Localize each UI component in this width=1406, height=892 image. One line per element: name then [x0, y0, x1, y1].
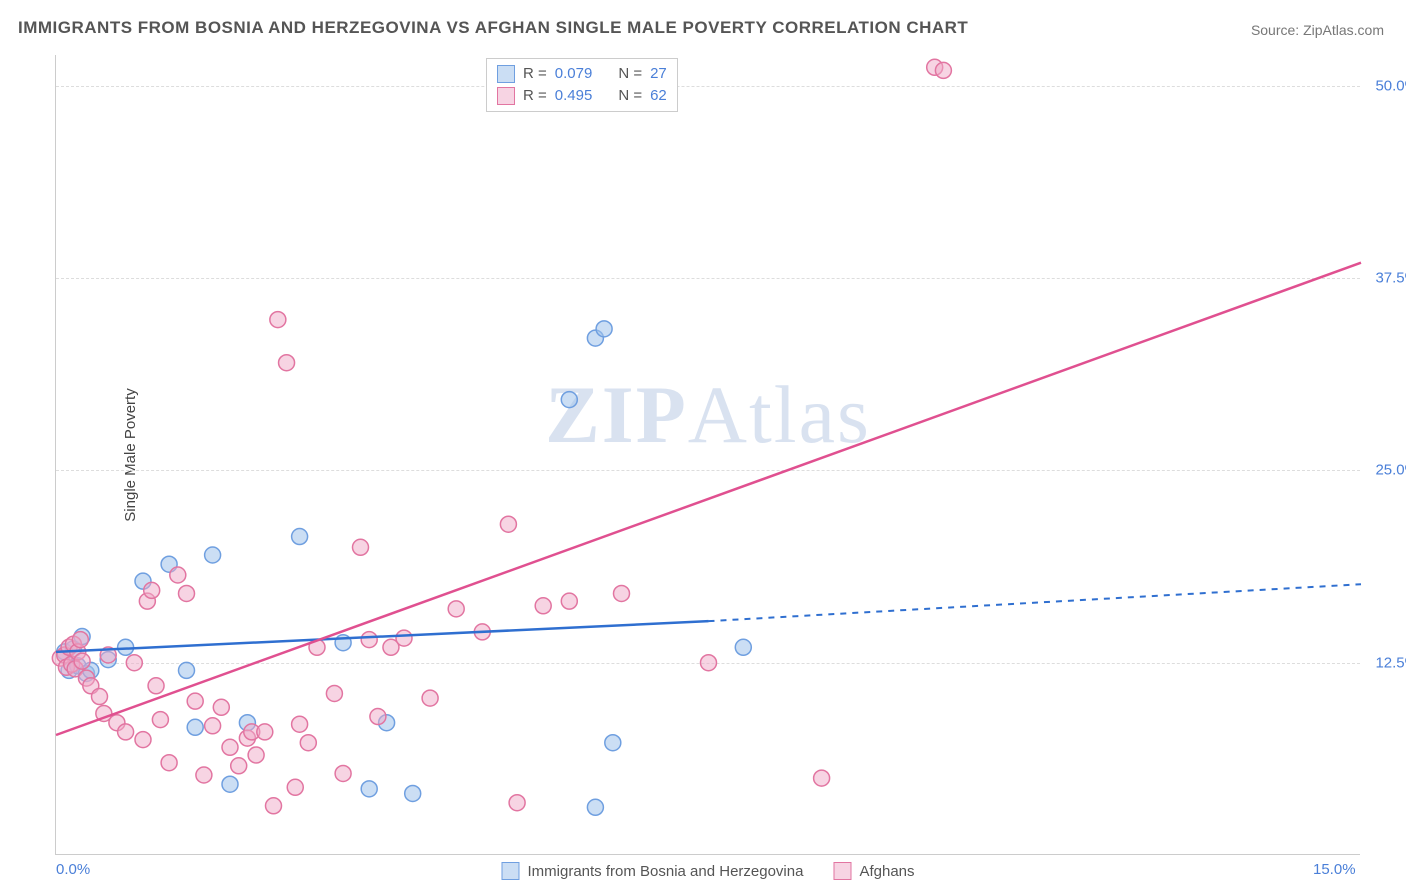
chart-svg: [56, 55, 1360, 854]
data-point-bosnia: [561, 392, 577, 408]
data-point-afghans: [326, 685, 342, 701]
legend-n-label: N =: [618, 63, 642, 85]
chart-title: IMMIGRANTS FROM BOSNIA AND HERZEGOVINA V…: [18, 18, 968, 38]
data-point-afghans: [292, 716, 308, 732]
legend-swatch-bosnia: [501, 862, 519, 880]
y-tick-label: 37.5%: [1375, 270, 1406, 287]
data-point-afghans: [266, 798, 282, 814]
data-point-bosnia: [205, 547, 221, 563]
legend-item-afghans: Afghans: [833, 862, 914, 880]
data-point-afghans: [126, 655, 142, 671]
data-point-afghans: [935, 62, 951, 78]
data-point-bosnia: [587, 799, 603, 815]
data-point-afghans: [152, 712, 168, 728]
data-point-afghans: [257, 724, 273, 740]
legend-r-value: 0.495: [555, 85, 593, 107]
legend-r-label: R =: [523, 63, 547, 85]
y-tick-label: 50.0%: [1375, 77, 1406, 94]
data-point-afghans: [279, 355, 295, 371]
data-point-afghans: [144, 582, 160, 598]
data-point-bosnia: [222, 776, 238, 792]
y-tick-label: 25.0%: [1375, 462, 1406, 479]
legend-series: Immigrants from Bosnia and Herzegovina Af…: [501, 862, 914, 880]
data-point-afghans: [72, 632, 88, 648]
legend-swatch-afghans: [833, 862, 851, 880]
data-point-afghans: [148, 678, 164, 694]
x-tick-label: 15.0%: [1313, 861, 1356, 878]
legend-label-afghans: Afghans: [859, 863, 914, 880]
data-point-afghans: [370, 709, 386, 725]
data-point-afghans: [231, 758, 247, 774]
data-point-afghans: [535, 598, 551, 614]
data-point-bosnia: [179, 662, 195, 678]
data-point-afghans: [74, 653, 90, 669]
legend-row-afghans: R = 0.495 N = 62: [497, 85, 667, 107]
data-point-afghans: [179, 585, 195, 601]
data-point-bosnia: [596, 321, 612, 337]
data-point-bosnia: [735, 639, 751, 655]
legend-row-bosnia: R = 0.079 N = 27: [497, 63, 667, 85]
data-point-afghans: [396, 630, 412, 646]
data-point-bosnia: [605, 735, 621, 751]
regression-line-dashed-bosnia: [709, 584, 1362, 621]
data-point-afghans: [561, 593, 577, 609]
data-point-afghans: [500, 516, 516, 532]
data-point-bosnia: [292, 529, 308, 545]
legend-correlation: R = 0.079 N = 27 R = 0.495 N = 62: [486, 58, 678, 112]
data-point-afghans: [161, 755, 177, 771]
x-tick-label: 0.0%: [56, 861, 90, 878]
data-point-afghans: [448, 601, 464, 617]
data-point-afghans: [118, 724, 134, 740]
data-point-afghans: [509, 795, 525, 811]
data-point-afghans: [187, 693, 203, 709]
data-point-bosnia: [405, 785, 421, 801]
data-point-afghans: [701, 655, 717, 671]
plot-area: Single Male Poverty ZIPAtlas 12.5%25.0%3…: [55, 55, 1360, 855]
data-point-afghans: [92, 689, 108, 705]
data-point-afghans: [422, 690, 438, 706]
data-point-afghans: [361, 632, 377, 648]
data-point-bosnia: [361, 781, 377, 797]
data-point-afghans: [196, 767, 212, 783]
legend-label-bosnia: Immigrants from Bosnia and Herzegovina: [527, 863, 803, 880]
data-point-afghans: [213, 699, 229, 715]
legend-n-value: 62: [650, 85, 667, 107]
source-label: Source: ZipAtlas.com: [1251, 22, 1384, 38]
data-point-afghans: [614, 585, 630, 601]
data-point-afghans: [814, 770, 830, 786]
data-point-afghans: [287, 779, 303, 795]
legend-n-value: 27: [650, 63, 667, 85]
data-point-afghans: [300, 735, 316, 751]
data-point-bosnia: [187, 719, 203, 735]
legend-item-bosnia: Immigrants from Bosnia and Herzegovina: [501, 862, 803, 880]
data-point-afghans: [222, 739, 238, 755]
legend-r-label: R =: [523, 85, 547, 107]
data-point-afghans: [170, 567, 186, 583]
data-point-afghans: [205, 718, 221, 734]
legend-r-value: 0.079: [555, 63, 593, 85]
y-tick-label: 12.5%: [1375, 654, 1406, 671]
data-point-afghans: [248, 747, 264, 763]
legend-swatch-afghans: [497, 87, 515, 105]
legend-n-label: N =: [618, 85, 642, 107]
data-point-afghans: [335, 765, 351, 781]
legend-swatch-bosnia: [497, 65, 515, 83]
data-point-afghans: [135, 732, 151, 748]
data-point-afghans: [353, 539, 369, 555]
data-point-afghans: [270, 312, 286, 328]
